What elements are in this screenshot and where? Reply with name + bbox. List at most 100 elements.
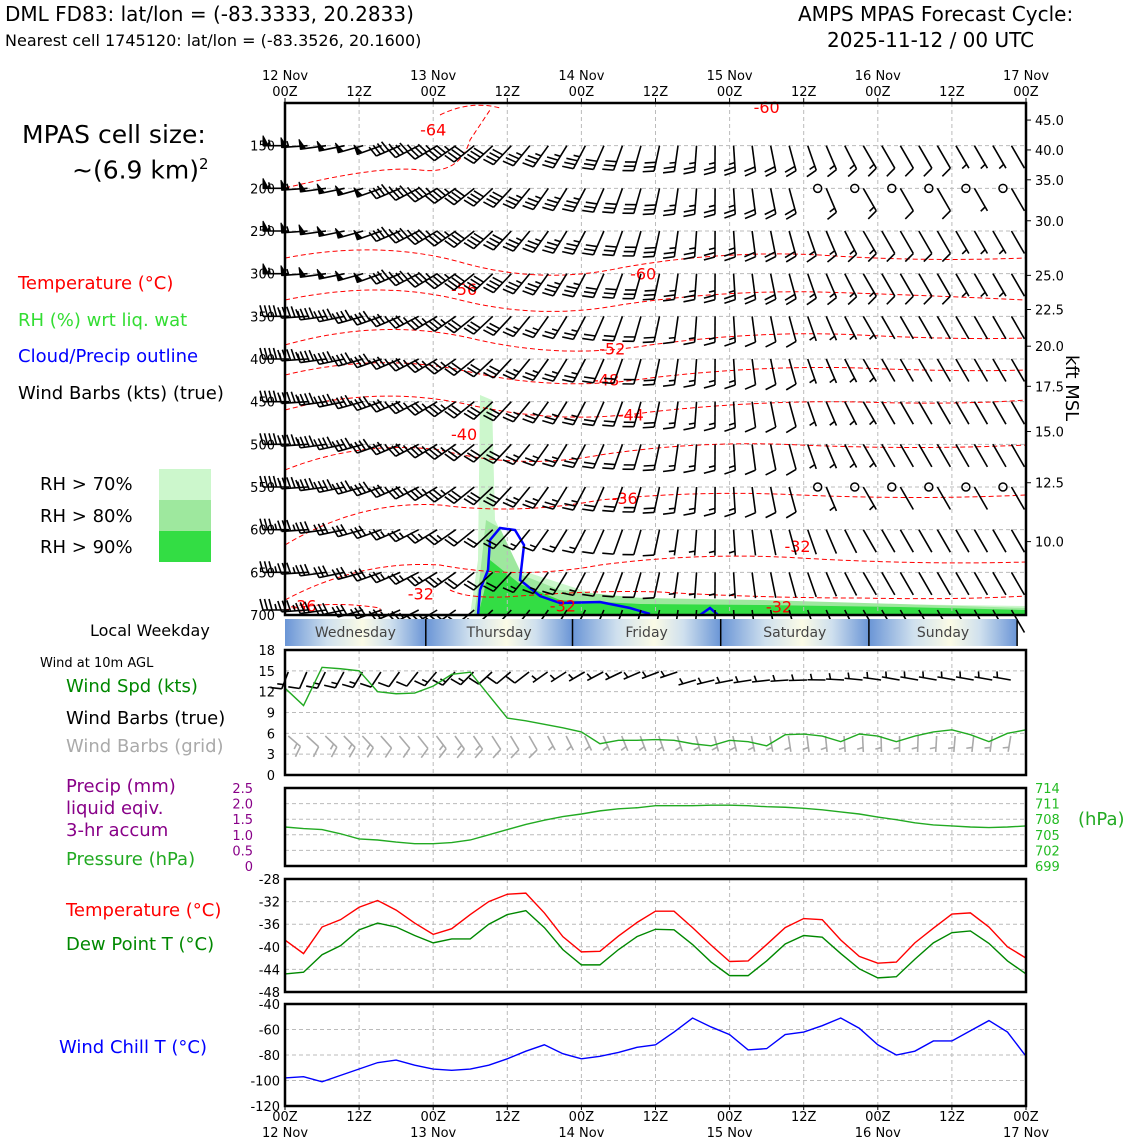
wind-barb-full xyxy=(886,252,896,263)
wind-barb-full xyxy=(354,569,363,580)
wind-barb-half xyxy=(829,250,836,256)
wind-barb-half xyxy=(425,144,431,151)
wind-barb-full xyxy=(582,423,594,427)
wind-barb-full xyxy=(286,306,292,318)
wind-barb-full xyxy=(304,393,310,405)
wind-barb-half xyxy=(443,145,450,151)
wind-barb-full xyxy=(409,489,420,499)
wind-barb-full xyxy=(522,247,534,253)
wind-barb-full xyxy=(483,414,494,422)
wind-barb-full xyxy=(331,355,339,367)
wind-barb-full xyxy=(425,152,435,162)
wind-barb-full xyxy=(643,251,656,254)
wind-barb-staff xyxy=(973,315,989,340)
wind-barb-staff xyxy=(955,571,970,596)
wind-barb-staff xyxy=(992,676,1011,681)
wind-barb-full xyxy=(447,365,459,374)
temperature-label: -52 xyxy=(599,340,625,359)
wind-barb-full xyxy=(923,295,933,305)
wind-barb-full xyxy=(391,274,401,285)
wind-barb-full xyxy=(643,379,656,382)
wind-barb-staff xyxy=(769,444,777,470)
wind-barb-staff xyxy=(936,571,952,596)
wind-barb-full xyxy=(564,374,576,379)
wind-barb-full xyxy=(432,403,443,413)
pressure-tick-label: 705 xyxy=(1035,829,1060,844)
wind-barb-full xyxy=(290,306,296,318)
wind-barb-full xyxy=(744,298,756,305)
wind-barb-full xyxy=(340,566,348,578)
wind-barb-full xyxy=(644,204,657,207)
wind-barb-full xyxy=(562,208,574,213)
wind-barb-full xyxy=(505,498,517,505)
wind-barb-full xyxy=(376,313,386,324)
wind-barb-full xyxy=(335,354,344,366)
wind-barb-full xyxy=(508,196,520,203)
wind-barb-half xyxy=(728,204,735,208)
wind-barb-full xyxy=(582,551,594,555)
wind-barb-half xyxy=(961,291,968,298)
wind-barb-full xyxy=(785,255,797,263)
wind-barb-half xyxy=(331,681,338,685)
wind-barb-full xyxy=(286,349,292,361)
wind-barb-full xyxy=(524,201,537,207)
wind-barb-full xyxy=(259,518,264,530)
wind-barb-full xyxy=(344,309,352,321)
wind-barb-full xyxy=(331,441,339,452)
wind-barb-full xyxy=(542,462,554,468)
wind-barb-full xyxy=(376,356,386,367)
wind-barb-full xyxy=(444,538,455,547)
wind-calm xyxy=(924,482,934,492)
wind-barb-full xyxy=(299,308,306,320)
wind-barb-staff xyxy=(388,671,401,688)
wind-barb-full xyxy=(542,206,554,212)
wind-barb-staff xyxy=(1010,571,1026,596)
wind-barb-full xyxy=(470,363,481,372)
wind-barb-staff xyxy=(881,358,896,382)
wind-barb-staff xyxy=(899,486,915,510)
wind-barb-full xyxy=(510,749,520,759)
wind-barb-full xyxy=(308,392,315,404)
wind-barb-full xyxy=(295,437,302,449)
wind-tick-label: 15 xyxy=(258,665,275,680)
temperature-label: -48 xyxy=(593,370,619,389)
wind-barb-full xyxy=(483,329,494,336)
wind-barb-full xyxy=(744,512,756,518)
wind-barb-staff xyxy=(824,735,828,752)
wind-barb-full xyxy=(340,310,348,322)
wind-barb-full xyxy=(703,341,716,347)
wind-barb-half xyxy=(1002,746,1009,749)
wind-barb-full xyxy=(259,561,264,573)
top-date-label: 17 Nov xyxy=(1003,69,1049,84)
wind-barb-full xyxy=(340,396,348,407)
wind-barb-staff xyxy=(881,571,896,596)
wind-barb-half xyxy=(716,676,721,683)
precip-tick-label: 0 xyxy=(245,860,253,875)
wind-barb-staff xyxy=(605,671,623,681)
top-date-label: 12 Nov xyxy=(262,69,308,84)
wind-barb-half xyxy=(510,585,517,590)
wind-barb-full xyxy=(413,402,424,412)
wind-barb-full xyxy=(642,170,655,173)
wind-barb-staff xyxy=(550,671,567,683)
wind-speed-line xyxy=(284,666,1027,747)
wind-barb-full xyxy=(358,354,367,366)
wind-calm xyxy=(887,482,897,492)
wind-barb-half xyxy=(532,412,539,417)
wind-barb-half xyxy=(440,361,447,367)
temperature-contour xyxy=(284,555,1027,601)
dewpoint-panel-label: Dew Point T (°C) xyxy=(66,934,215,955)
day-cell xyxy=(868,619,1018,646)
wind-barb-half xyxy=(513,496,520,501)
wind-barb-half xyxy=(961,249,968,255)
wind-barb-full xyxy=(784,293,796,301)
wind-barb-full xyxy=(764,166,776,173)
kft-tick-label: 20.0 xyxy=(1035,340,1064,355)
wind-barb-half xyxy=(425,230,431,236)
wind-barb-full xyxy=(286,519,292,532)
wind-barb-staff xyxy=(1010,486,1026,510)
wind-barb-staff xyxy=(992,571,1007,596)
temperature-panel-label: Temperature (°C) xyxy=(66,900,222,921)
wind-barb-full xyxy=(826,211,837,220)
pressure-tick-label: 699 xyxy=(1035,860,1060,875)
